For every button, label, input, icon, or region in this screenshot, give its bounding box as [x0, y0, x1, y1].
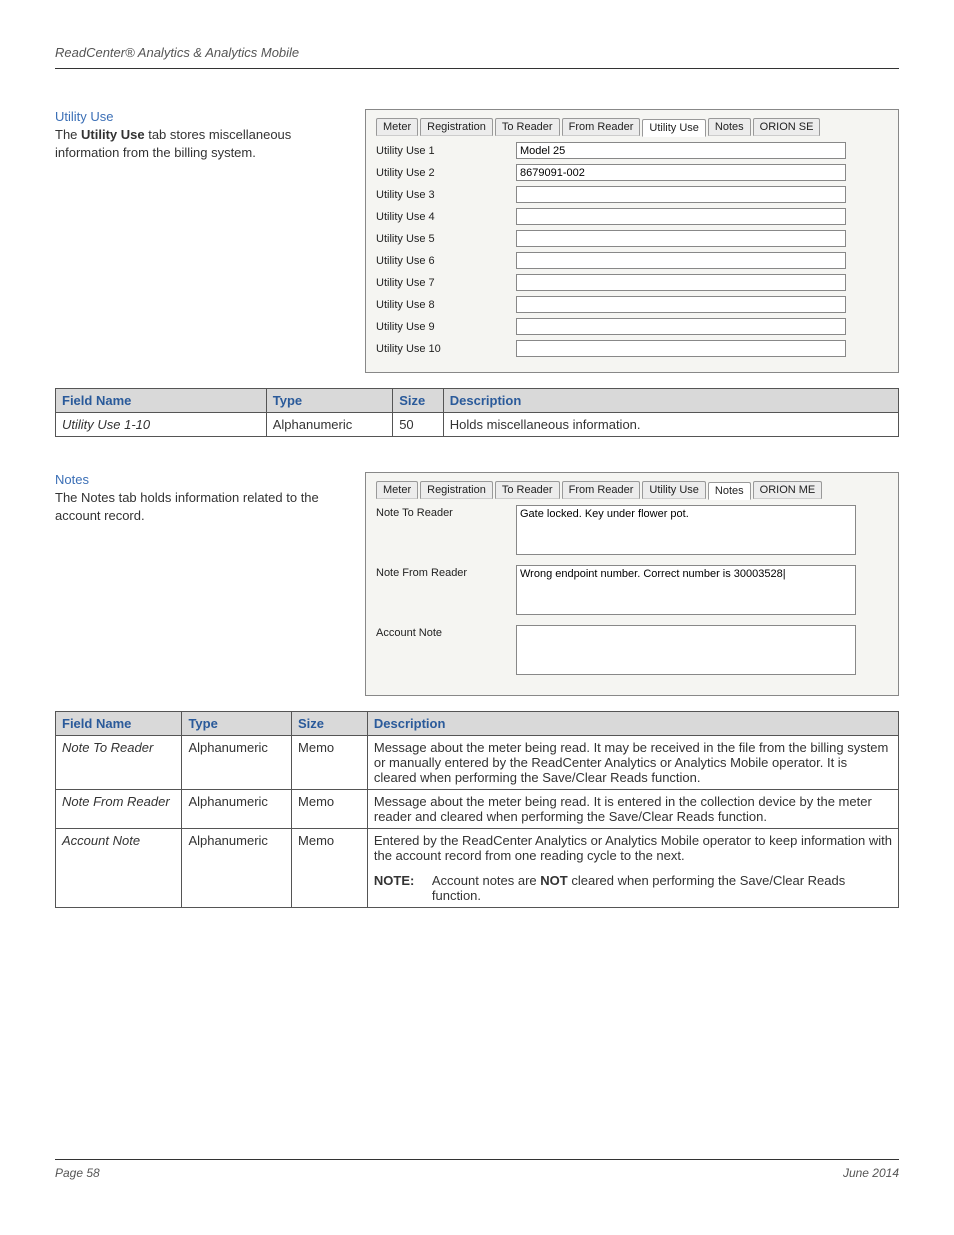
text-bold: Utility Use: [81, 127, 145, 142]
cell-size: Memo: [292, 829, 368, 908]
tab-meter[interactable]: Meter: [376, 481, 418, 499]
table-row: Account NoteAlphanumericMemoEntered by t…: [56, 829, 899, 908]
utility-field-label: Utility Use 10: [376, 343, 516, 355]
utility-field-label: Utility Use 5: [376, 233, 516, 245]
notes-description: The Notes tab holds information related …: [55, 489, 345, 524]
table-row: Note From ReaderAlphanumericMemoMessage …: [56, 790, 899, 829]
tab-to-reader[interactable]: To Reader: [495, 481, 560, 499]
cell-type: Alphanumeric: [182, 790, 292, 829]
tab-orion-me[interactable]: ORION ME: [753, 481, 823, 499]
note-to-reader-input[interactable]: [516, 505, 856, 555]
cell-fieldname: Utility Use 1-10: [56, 413, 267, 437]
utility-use-6-input[interactable]: [516, 252, 846, 269]
tab-notes[interactable]: Notes: [708, 118, 751, 136]
column-header: Description: [367, 712, 898, 736]
cell-fieldname: Note From Reader: [56, 790, 182, 829]
cell-description: Holds miscellaneous information.: [443, 413, 898, 437]
cell-description: Entered by the ReadCenter Analytics or A…: [367, 829, 898, 908]
cell-type: Alphanumeric: [182, 736, 292, 790]
notes-panel: MeterRegistrationTo ReaderFrom ReaderUti…: [365, 472, 899, 696]
cell-size: 50: [393, 413, 444, 437]
utility-use-4-input[interactable]: [516, 208, 846, 225]
utility-field-label: Utility Use 3: [376, 189, 516, 201]
table-row: Utility Use 1-10Alphanumeric50Holds misc…: [56, 413, 899, 437]
utility-use-3-input[interactable]: [516, 186, 846, 203]
page-footer: Page 58 June 2014: [55, 1159, 899, 1180]
utility-use-8-input[interactable]: [516, 296, 846, 313]
utility-table: Field NameTypeSizeDescription Utility Us…: [55, 388, 899, 437]
utility-panel: MeterRegistrationTo ReaderFrom ReaderUti…: [365, 109, 899, 373]
cell-size: Memo: [292, 736, 368, 790]
cell-size: Memo: [292, 790, 368, 829]
column-header: Description: [443, 389, 898, 413]
utility-use-1-input[interactable]: [516, 142, 846, 159]
utility-field-label: Utility Use 1: [376, 145, 516, 157]
utility-field-label: Utility Use 9: [376, 321, 516, 333]
tab-registration[interactable]: Registration: [420, 481, 493, 499]
utility-use-2-input[interactable]: [516, 164, 846, 181]
tab-meter[interactable]: Meter: [376, 118, 418, 136]
cell-type: Alphanumeric: [266, 413, 392, 437]
page-date: June 2014: [843, 1166, 899, 1180]
account-note-input[interactable]: [516, 625, 856, 675]
cell-description: Message about the meter being read. It i…: [367, 790, 898, 829]
column-header: Field Name: [56, 389, 267, 413]
utility-heading: Utility Use: [55, 109, 345, 124]
notes-table: Field NameTypeSizeDescription Note To Re…: [55, 711, 899, 908]
utility-field-label: Utility Use 8: [376, 299, 516, 311]
cell-description: Message about the meter being read. It m…: [367, 736, 898, 790]
utility-field-label: Utility Use 4: [376, 211, 516, 223]
page-number: Page 58: [55, 1166, 100, 1180]
notes-field-label: Note To Reader: [376, 505, 516, 519]
column-header: Type: [182, 712, 292, 736]
tab-to-reader[interactable]: To Reader: [495, 118, 560, 136]
table-row: Note To ReaderAlphanumericMemoMessage ab…: [56, 736, 899, 790]
utility-field-label: Utility Use 6: [376, 255, 516, 267]
column-header: Size: [393, 389, 444, 413]
notes-field-label: Account Note: [376, 625, 516, 639]
utility-use-5-input[interactable]: [516, 230, 846, 247]
column-header: Type: [266, 389, 392, 413]
note-block: NOTE: Account notes are NOT cleared when …: [374, 873, 892, 903]
notes-heading: Notes: [55, 472, 345, 487]
tab-from-reader[interactable]: From Reader: [562, 481, 641, 499]
tab-utility-use[interactable]: Utility Use: [642, 119, 706, 137]
utility-use-9-input[interactable]: [516, 318, 846, 335]
column-header: Size: [292, 712, 368, 736]
cell-type: Alphanumeric: [182, 829, 292, 908]
cell-fieldname: Account Note: [56, 829, 182, 908]
utility-use-10-input[interactable]: [516, 340, 846, 357]
text: The: [55, 127, 81, 142]
utility-field-label: Utility Use 2: [376, 167, 516, 179]
column-header: Field Name: [56, 712, 182, 736]
utility-use-7-input[interactable]: [516, 274, 846, 291]
tab-registration[interactable]: Registration: [420, 118, 493, 136]
section-utility-use: Utility Use The Utility Use tab stores m…: [55, 109, 899, 437]
tab-notes[interactable]: Notes: [708, 482, 751, 500]
utility-field-label: Utility Use 7: [376, 277, 516, 289]
notes-tabstrip: MeterRegistrationTo ReaderFrom ReaderUti…: [376, 481, 888, 499]
note-label: NOTE:: [374, 873, 422, 903]
section-notes: Notes The Notes tab holds information re…: [55, 472, 899, 908]
cell-fieldname: Note To Reader: [56, 736, 182, 790]
tab-from-reader[interactable]: From Reader: [562, 118, 641, 136]
note-text: Account notes are NOT cleared when perfo…: [432, 873, 892, 903]
tab-utility-use[interactable]: Utility Use: [642, 481, 706, 499]
tab-orion-se[interactable]: ORION SE: [753, 118, 821, 136]
utility-tabstrip: MeterRegistrationTo ReaderFrom ReaderUti…: [376, 118, 888, 136]
notes-field-label: Note From Reader: [376, 565, 516, 579]
note-from-reader-input[interactable]: [516, 565, 856, 615]
page-header: ReadCenter® Analytics & Analytics Mobile: [55, 45, 899, 69]
utility-description: The Utility Use tab stores miscellaneous…: [55, 126, 345, 161]
